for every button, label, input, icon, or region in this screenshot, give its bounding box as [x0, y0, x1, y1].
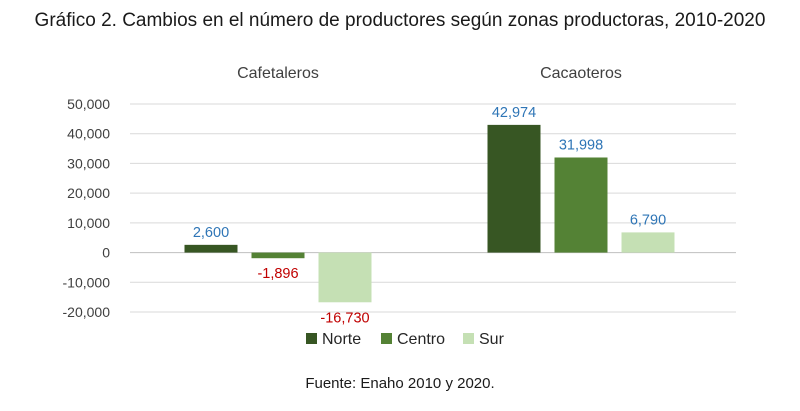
- legend-label: Norte: [322, 331, 361, 348]
- y-tick-label: 0: [102, 245, 110, 261]
- bar: [621, 232, 675, 253]
- y-axis-ticks: 50,000 40,000 30,000 20,000 10,000 0 -10,000 -2…: [63, 96, 111, 320]
- gridlines: [130, 103, 736, 313]
- data-label: 6,790: [630, 212, 666, 228]
- category-label: Cacaoteros: [540, 65, 622, 82]
- bars: [184, 124, 675, 303]
- legend-swatch: [381, 333, 392, 344]
- data-label: 42,974: [492, 105, 536, 121]
- y-tick-label: 20,000: [67, 185, 110, 201]
- bar: [554, 157, 608, 253]
- legend-swatch: [463, 333, 474, 344]
- bar: [318, 252, 372, 303]
- data-label: -16,730: [320, 310, 369, 326]
- y-tick-label: -10,000: [63, 274, 111, 290]
- y-tick-label: 30,000: [67, 155, 110, 171]
- legend: Norte Centro Sur: [306, 331, 505, 348]
- legend-label: Centro: [397, 331, 445, 348]
- data-label: -1,896: [257, 266, 298, 282]
- y-tick-label: 40,000: [67, 126, 110, 142]
- y-tick-label: 10,000: [67, 215, 110, 231]
- bar: [184, 244, 238, 253]
- data-label: 2,600: [193, 225, 229, 241]
- source-note: Fuente: Enaho 2010 y 2020.: [305, 375, 495, 392]
- bar: [487, 124, 541, 253]
- y-tick-label: 50,000: [67, 96, 110, 112]
- bar: [251, 252, 305, 259]
- category-labels: Cafetaleros Cacaoteros: [237, 65, 622, 82]
- legend-swatch: [306, 333, 317, 344]
- data-labels: 2,600 42,974 -1,896 31,998 -16,730 6,790: [193, 105, 666, 326]
- data-label: 31,998: [559, 137, 603, 153]
- y-tick-label: -20,000: [63, 304, 111, 320]
- chart-title: Gráfico 2. Cambios en el número de produ…: [34, 10, 766, 31]
- legend-label: Sur: [479, 331, 505, 348]
- category-label: Cafetaleros: [237, 65, 319, 82]
